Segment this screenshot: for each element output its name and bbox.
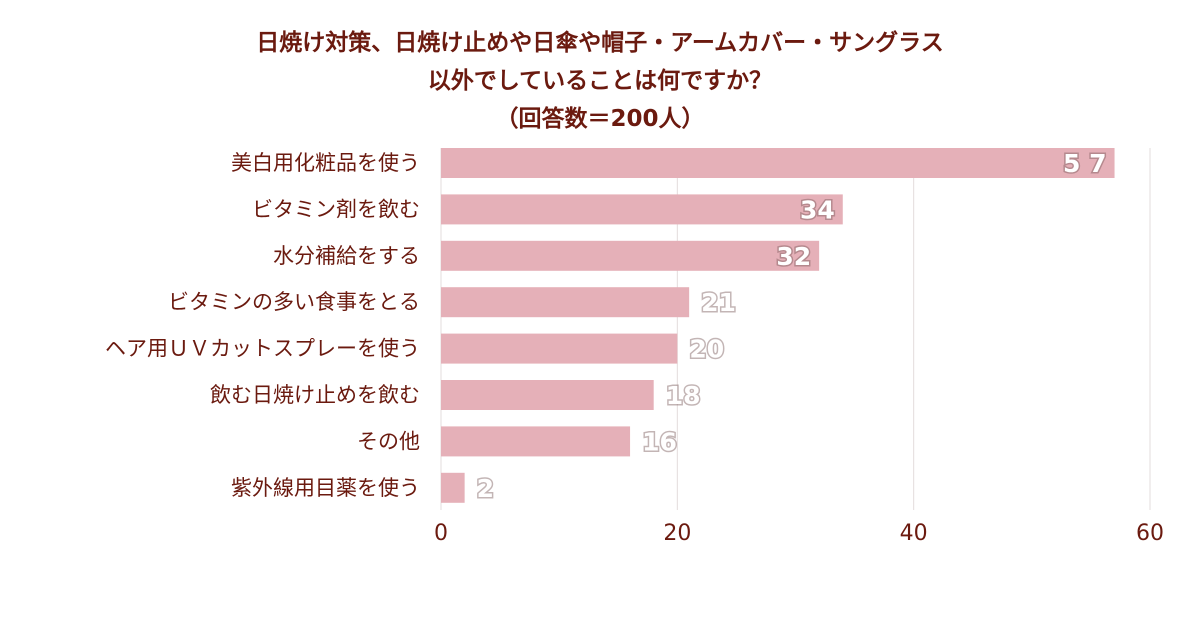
bar: [441, 333, 678, 364]
data-label: 34: [800, 195, 835, 224]
data-label: 2: [477, 474, 494, 503]
bar: [441, 148, 1115, 178]
bar: [441, 472, 465, 503]
category-label: 紫外線用目薬を使う: [231, 476, 420, 500]
data-label: 21: [701, 288, 736, 317]
category-label: 美白用化粧品を使う: [231, 151, 420, 175]
data-label: 20: [689, 335, 724, 364]
bar: [441, 426, 631, 457]
bar: [441, 380, 654, 410]
x-tick-label: 40: [900, 521, 928, 546]
bar: [441, 240, 820, 271]
chart-title-line-2: 以外でしていることは何ですか？: [427, 68, 773, 94]
category-label: ビタミンの多い食事をとる: [168, 290, 420, 314]
category-label: ビタミン剤を飲む: [252, 197, 420, 221]
category-label: 水分補給をする: [273, 244, 420, 268]
category-label: ヘア用ＵＶカットスプレーを使う: [105, 337, 420, 361]
data-label: 18: [666, 381, 701, 410]
x-tick-label: 0: [434, 521, 448, 546]
data-label: 5 7: [1063, 149, 1107, 178]
category-label: その他: [357, 429, 420, 453]
category-label: 飲む日焼け止めを飲む: [210, 383, 420, 407]
bar: [441, 194, 843, 225]
data-label: 16: [642, 427, 677, 456]
bar: [441, 287, 690, 318]
chart-title-line-3: （回答数＝200人）: [495, 106, 705, 132]
data-label: 32: [776, 242, 811, 271]
x-tick-label: 60: [1136, 521, 1164, 546]
chart-title-line-1: 日焼け対策、日焼け止めや日傘や帽子・アームカバー・サングラス: [256, 30, 944, 56]
x-tick-label: 20: [663, 521, 691, 546]
